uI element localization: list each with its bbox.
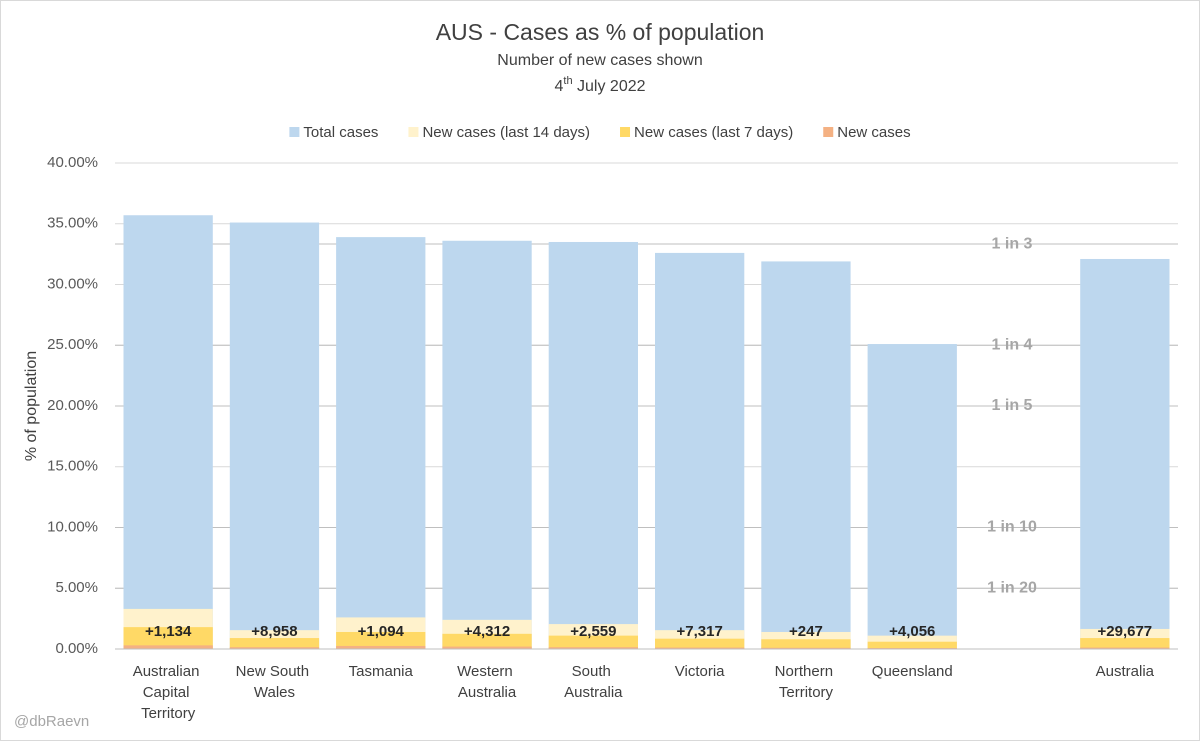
bar — [442, 646, 532, 649]
x-tick-label: Northern Territory — [775, 663, 838, 701]
bar — [548, 647, 638, 649]
data-label: +8,958 — [251, 623, 297, 640]
reference-label: 1 in 20 — [987, 579, 1037, 596]
x-tick-line: South — [572, 663, 615, 680]
y-tick-label: 25.00% — [47, 336, 98, 353]
legend-label: New cases (last 7 days) — [634, 124, 793, 141]
y-tick-label: 15.00% — [47, 458, 98, 475]
y-tick-label: 10.00% — [47, 518, 98, 535]
x-tick-line: Victoria — [675, 663, 725, 680]
x-tick-line: New South — [236, 663, 314, 680]
data-label: +2,559 — [570, 623, 616, 640]
bar — [761, 261, 851, 649]
x-tick-label: Tasmania — [349, 663, 414, 680]
data-label: +1,094 — [358, 623, 405, 640]
x-tick-label: Australian Capital Territory — [133, 663, 204, 722]
y-tick-label: 30.00% — [47, 275, 98, 292]
bar — [336, 237, 426, 650]
reference-label: 1 in 3 — [992, 235, 1033, 252]
bar — [548, 635, 638, 649]
bar — [229, 647, 320, 649]
legend-swatch — [289, 127, 300, 137]
x-tick-line: Western — [457, 663, 517, 680]
data-label: +247 — [789, 623, 823, 640]
bar — [229, 222, 320, 649]
y-tick-label: 35.00% — [47, 215, 98, 232]
x-tick-line: Australian — [133, 663, 204, 680]
x-tick-line: Queensland — [872, 663, 953, 680]
bar — [442, 240, 532, 649]
bar — [1080, 638, 1170, 649]
chart-title: AUS - Cases as % of population — [436, 19, 765, 45]
bar — [761, 639, 851, 649]
bar — [336, 631, 426, 649]
legend: Total cases New cases (last 14 days) New c… — [289, 124, 911, 141]
bar — [442, 633, 532, 649]
x-tick-label: Queensland — [872, 663, 953, 680]
legend-label: New cases — [837, 124, 910, 141]
reference-label: 1 in 5 — [992, 397, 1033, 414]
x-tick-line: Territory — [141, 705, 196, 722]
y-tick-label: 20.00% — [47, 397, 98, 414]
x-tick-label: New South Wales — [236, 663, 314, 701]
legend-swatch — [823, 127, 834, 137]
chart-subtitle: Number of new cases shown — [497, 52, 702, 69]
data-label: +4,312 — [464, 623, 510, 640]
y-tick-label: 40.00% — [47, 154, 98, 171]
y-axis-label: % of population — [23, 351, 40, 461]
bar — [123, 215, 213, 649]
legend-label: Total cases — [303, 124, 378, 141]
bar — [867, 641, 957, 649]
x-tick-label: Australia — [1096, 663, 1155, 680]
bar — [123, 627, 213, 649]
x-tick-line: Territory — [779, 684, 834, 701]
x-tick-line: Australia — [1096, 663, 1155, 680]
reference-label: 1 in 10 — [987, 519, 1037, 536]
date-day: 4 — [554, 78, 563, 95]
bar — [655, 252, 745, 649]
legend-label: New cases (last 14 days) — [422, 124, 590, 141]
x-tick-label: Victoria — [675, 663, 725, 680]
x-tick-line: Australia — [564, 684, 623, 701]
chart-date: 4th July 2022 — [554, 75, 645, 95]
bar — [548, 241, 638, 649]
bar — [867, 344, 957, 649]
reference-label: 1 in 4 — [992, 336, 1033, 353]
data-label: +1,134 — [145, 623, 192, 640]
x-tick-line: Tasmania — [349, 663, 414, 680]
data-label: +7,317 — [677, 623, 723, 640]
date-rest: July 2022 — [573, 78, 646, 95]
y-tick-label: 5.00% — [55, 579, 98, 596]
bar — [761, 647, 851, 649]
bar — [1080, 258, 1170, 649]
legend-swatch — [408, 127, 419, 137]
bar — [655, 638, 745, 649]
x-tick-line: Wales — [254, 684, 295, 701]
bar — [1080, 647, 1170, 649]
x-tick-line: Australia — [458, 684, 517, 701]
y-tick-label: 0.00% — [55, 640, 98, 657]
credit: @dbRaevn — [14, 713, 89, 730]
x-tick-line: Capital — [143, 684, 194, 701]
x-tick-line: Northern — [775, 663, 838, 680]
data-label: +29,677 — [1098, 623, 1153, 640]
data-label: +4,056 — [889, 623, 935, 640]
x-tick-label: South Australia — [564, 663, 623, 701]
legend-swatch — [620, 127, 631, 137]
date-suffix: th — [563, 75, 572, 87]
bar — [655, 647, 745, 649]
x-tick-label: Western Australia — [457, 663, 517, 701]
bar — [123, 645, 213, 649]
bar — [229, 638, 320, 649]
bar — [336, 645, 426, 649]
